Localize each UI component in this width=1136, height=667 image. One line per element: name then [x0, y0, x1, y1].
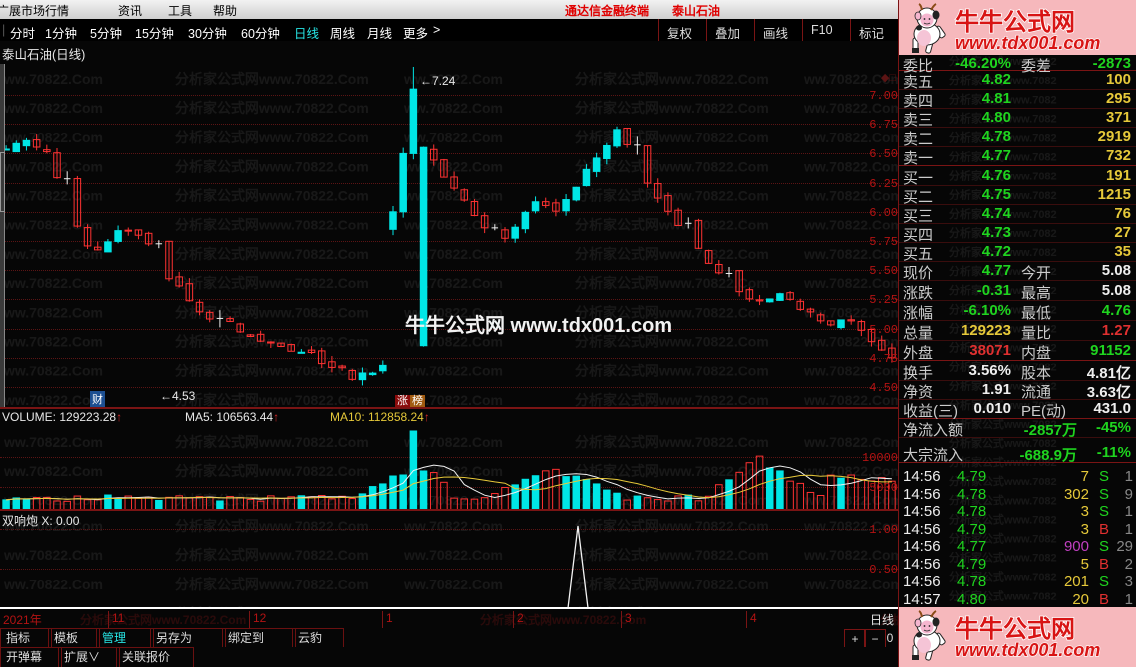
svg-text:牛牛公式网: 牛牛公式网 — [955, 9, 1075, 36]
svg-text:www.tdx001.com: www.tdx001.com — [955, 640, 1100, 660]
svg-text:www.tdx001.com: www.tdx001.com — [955, 33, 1100, 53]
svg-text:牛牛公式网: 牛牛公式网 — [955, 616, 1075, 643]
